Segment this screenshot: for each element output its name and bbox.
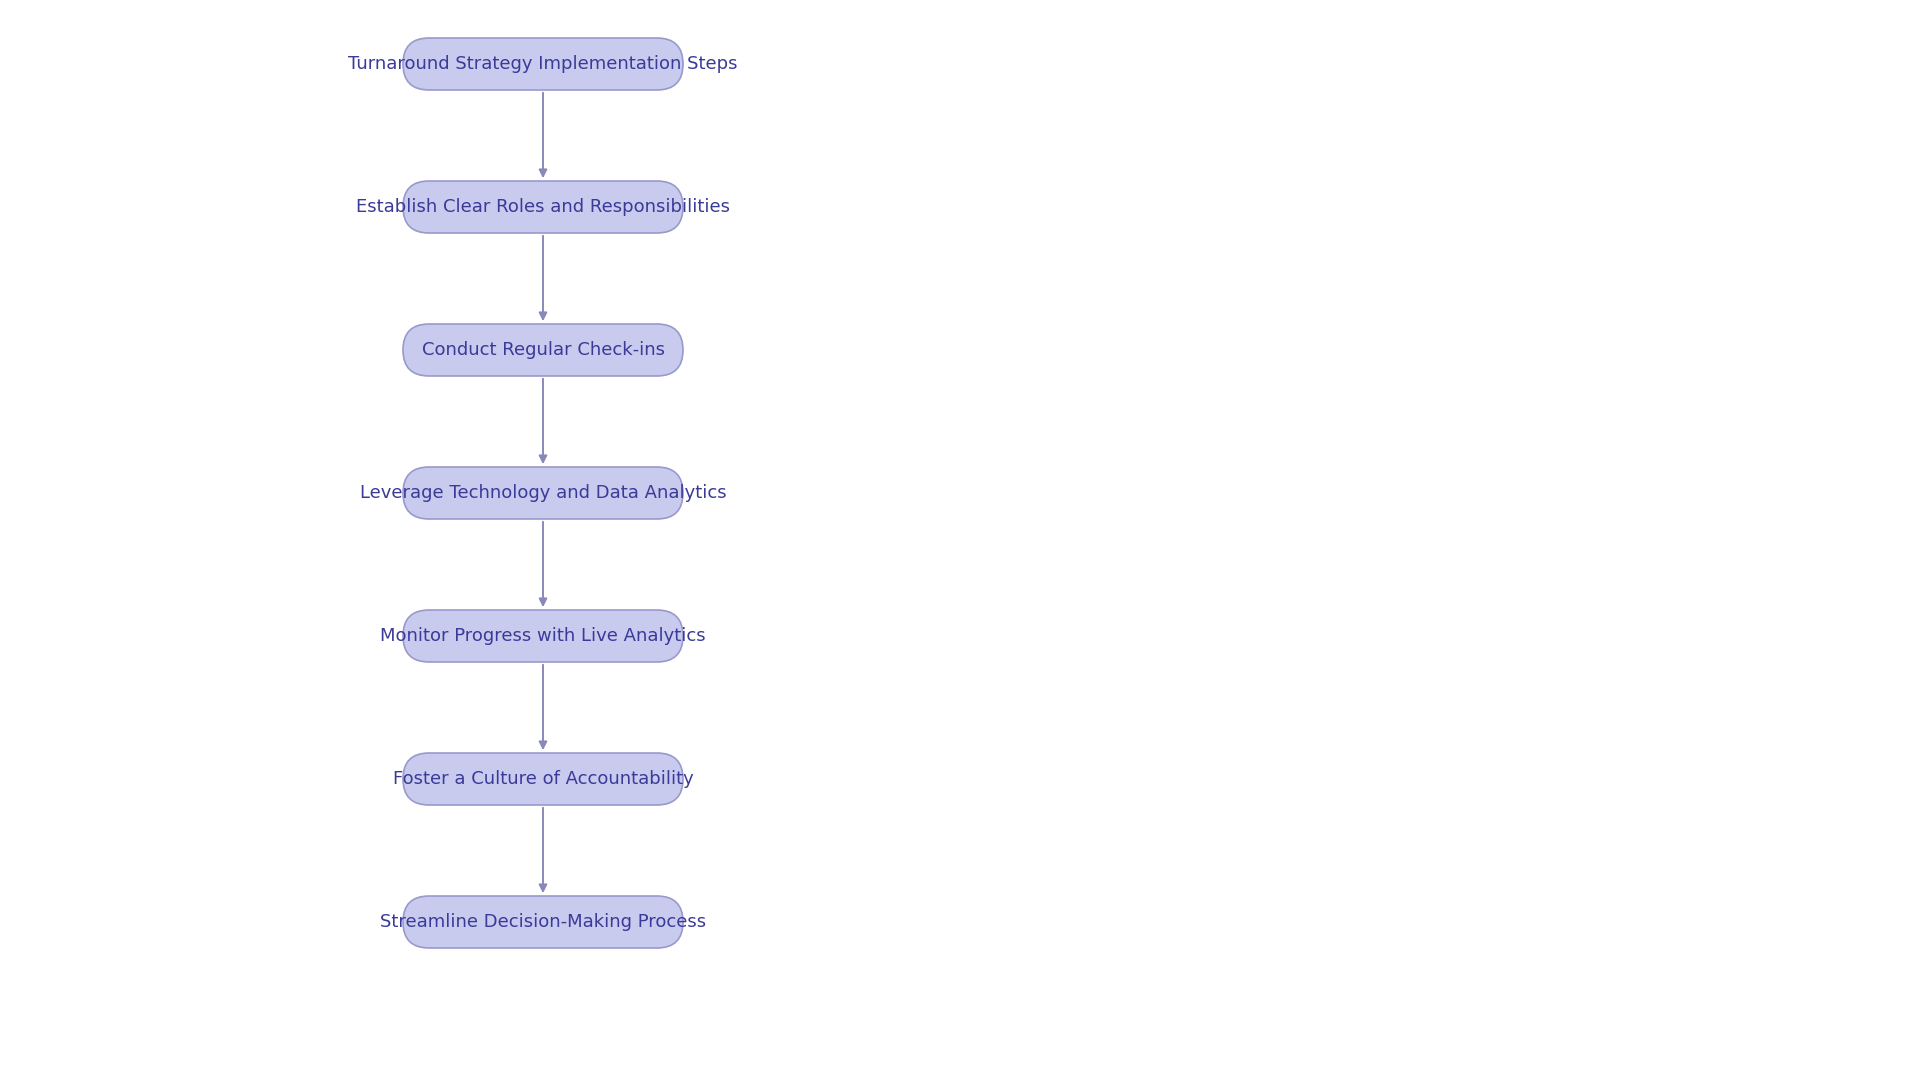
FancyBboxPatch shape: [403, 181, 684, 233]
FancyBboxPatch shape: [403, 896, 684, 948]
FancyBboxPatch shape: [403, 324, 684, 376]
FancyBboxPatch shape: [403, 753, 684, 805]
Text: Foster a Culture of Accountability: Foster a Culture of Accountability: [392, 770, 693, 788]
Text: Turnaround Strategy Implementation Steps: Turnaround Strategy Implementation Steps: [348, 55, 737, 73]
FancyBboxPatch shape: [403, 467, 684, 519]
FancyBboxPatch shape: [403, 38, 684, 90]
FancyBboxPatch shape: [403, 610, 684, 662]
Text: Streamline Decision-Making Process: Streamline Decision-Making Process: [380, 913, 707, 931]
Text: Conduct Regular Check-ins: Conduct Regular Check-ins: [422, 341, 664, 358]
Text: Establish Clear Roles and Responsibilities: Establish Clear Roles and Responsibiliti…: [355, 198, 730, 216]
Text: Monitor Progress with Live Analytics: Monitor Progress with Live Analytics: [380, 627, 707, 645]
Text: Leverage Technology and Data Analytics: Leverage Technology and Data Analytics: [359, 484, 726, 503]
